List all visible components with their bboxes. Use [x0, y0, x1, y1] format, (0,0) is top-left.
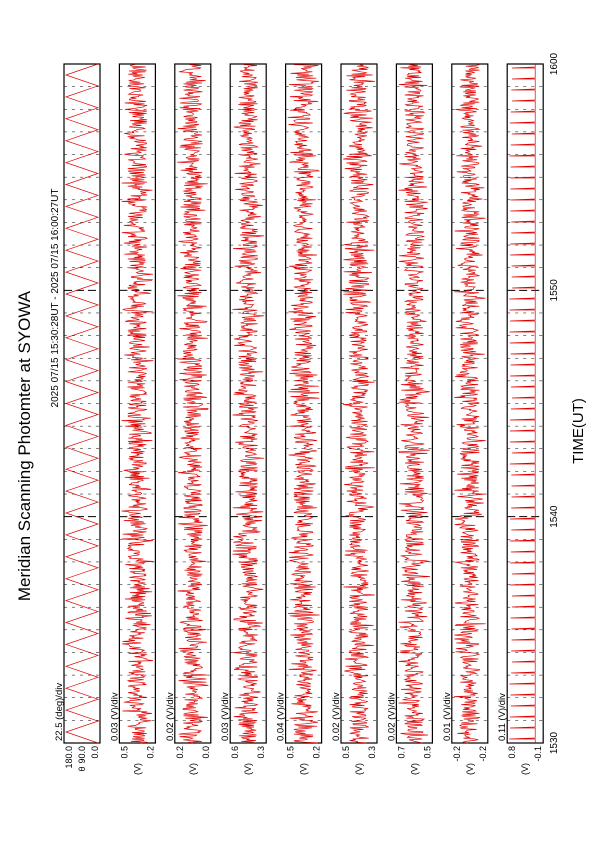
channel-label: (V): [243, 763, 253, 775]
panel-scale-label: 0.04 (V)/div: [276, 692, 287, 741]
chart-title: Meridian Scanning Photomter at SYOWA: [15, 290, 34, 601]
y-tick-label-high: 0.8: [507, 746, 517, 759]
y-tick-label-low: -0.2: [478, 746, 488, 762]
x-axis-ticks: 1530 1540 1550 1600: [549, 52, 560, 754]
panel-scale-label: 0.02 (V)/div: [165, 692, 176, 741]
y-tick-label-low: 0.3: [256, 746, 266, 759]
series-trace: [398, 64, 431, 744]
panel-1: 22.5 (deg)/div 0.0 180.0 90.0 θ: [54, 63, 101, 772]
y-tick-label-low: 0.5: [422, 746, 432, 759]
channel-label: (V): [354, 763, 364, 775]
series-trace: [64, 63, 100, 744]
x-axis-label: TIME(UT): [570, 398, 587, 464]
channel-label: (V): [409, 763, 419, 775]
panel-scale-label: 0.03 (V)/div: [220, 692, 231, 741]
y-tick-label-high: -0.2: [452, 746, 462, 762]
x-tick-label: 1600: [549, 52, 560, 75]
x-tick-label: 1540: [549, 505, 560, 528]
x-tick-label: 1530: [549, 731, 560, 754]
x-tick-label: 1550: [549, 279, 560, 302]
channel-label: (V): [188, 763, 198, 775]
series-trace: [232, 64, 265, 744]
series-trace: [176, 64, 209, 744]
panel-scale-label: 22.5 (deg)/div: [54, 683, 65, 741]
channel-label: (V): [299, 763, 309, 775]
channel-label: (V): [465, 763, 475, 775]
y-tick-label-high: 0.7: [396, 746, 406, 759]
panel-8: 0.01 (V)/div -0.2 -0.2(V): [442, 63, 489, 775]
y-tick-label-mid: 90.0: [77, 746, 87, 764]
channel-label: θ: [77, 766, 87, 771]
y-tick-label-low: -0.1: [533, 746, 543, 762]
panel-9: 0.11 (V)/div -0.1 0.8(V): [497, 63, 544, 775]
channel-label: (V): [132, 763, 142, 775]
time-range-label: 2025 07/15 15:30:28UT - 2025 07/15 16:00…: [50, 189, 61, 408]
panel-scale-label: 0.02 (V)/div: [331, 692, 342, 741]
series-trace: [509, 64, 536, 743]
y-tick-label-low: 0.0: [201, 746, 211, 759]
y-tick-label-high: 0.5: [119, 746, 129, 759]
panel-scale-label: 0.02 (V)/div: [386, 692, 397, 741]
panel-scale-label: 0.11 (V)/div: [497, 693, 508, 741]
panel-scale-label: 0.01 (V)/div: [442, 692, 453, 741]
panel-4: 0.03 (V)/div 0.3 0.6(V): [220, 63, 267, 775]
series-trace: [454, 64, 486, 744]
y-tick-label-high: 0.6: [230, 746, 240, 759]
series-trace: [343, 64, 375, 744]
panel-3: 0.02 (V)/div 0.0 0.2(V): [165, 63, 212, 775]
y-tick-label-low: 0.3: [367, 746, 377, 759]
panel-6: 0.02 (V)/div 0.3 0.5(V): [331, 63, 378, 775]
panel-5: 0.04 (V)/div 0.2 0.5(V): [276, 63, 323, 775]
panel-scale-label: 0.03 (V)/div: [109, 692, 120, 741]
panel-2: 0.03 (V)/div 0.2 0.5(V): [109, 63, 157, 775]
y-tick-label-low: 0.0: [90, 746, 100, 759]
y-tick-label-high: 0.5: [341, 746, 351, 759]
y-tick-label-high: 180.0: [64, 746, 74, 769]
y-tick-label-low: 0.2: [312, 746, 322, 759]
channel-label: (V): [520, 763, 530, 775]
series-trace: [287, 64, 321, 744]
series-trace: [121, 64, 154, 744]
y-tick-label-high: 0.2: [175, 746, 185, 759]
panel-7: 0.02 (V)/div 0.5 0.7(V): [386, 63, 433, 775]
y-tick-label-high: 0.5: [286, 746, 296, 759]
y-tick-label-low: 0.2: [145, 746, 155, 759]
